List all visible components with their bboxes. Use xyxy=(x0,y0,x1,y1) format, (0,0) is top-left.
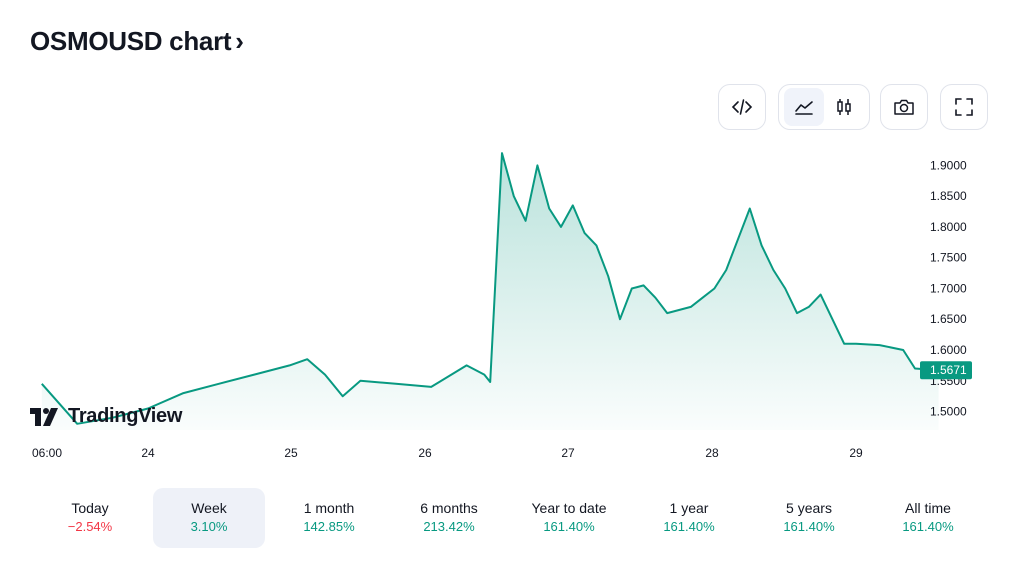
period-label: Week xyxy=(191,500,227,516)
x-tick-label: 06:00 xyxy=(32,446,62,460)
period-label: 1 year xyxy=(669,500,709,516)
x-tick-label: 28 xyxy=(705,446,719,460)
period-label: Today xyxy=(71,500,109,516)
y-tick-label: 1.9000 xyxy=(930,158,967,172)
tradingview-logo-icon xyxy=(30,407,58,426)
y-tick-label: 1.5000 xyxy=(930,405,967,419)
period-change: 213.42% xyxy=(423,519,475,534)
period-today[interactable]: Today −2.54% xyxy=(34,488,146,548)
y-tick-label: 1.6500 xyxy=(930,312,967,326)
chart-title-link[interactable]: OSMOUSD chart › xyxy=(30,26,244,57)
period-1-year[interactable]: 1 year 161.40% xyxy=(633,488,745,548)
period-label: 6 months xyxy=(420,500,478,516)
period-change: 161.40% xyxy=(902,519,954,534)
line-chart-icon[interactable] xyxy=(784,88,824,126)
price-line xyxy=(41,152,939,425)
period-label: Year to date xyxy=(531,500,607,516)
period-change: 142.85% xyxy=(303,519,355,534)
chevron-right-icon: › xyxy=(235,26,244,56)
y-tick-label: 1.8500 xyxy=(930,189,967,203)
price-chart[interactable]: 1.9000 1.8500 1.8000 1.7500 1.7000 1.6500 1.60… xyxy=(0,140,1024,470)
x-tick-label: 24 xyxy=(141,446,155,460)
period-label: 1 month xyxy=(303,500,355,516)
period-change: 3.10% xyxy=(190,519,228,534)
last-price-label: 1.5671 xyxy=(930,363,967,377)
camera-icon[interactable] xyxy=(884,88,924,126)
price-area xyxy=(41,153,939,430)
period-1-month[interactable]: 1 month 142.85% xyxy=(273,488,385,548)
period-all-time[interactable]: All time 161.40% xyxy=(872,488,984,548)
period-change: 161.40% xyxy=(663,519,715,534)
snapshot-group xyxy=(880,84,928,130)
period-label: All time xyxy=(905,500,951,516)
candles-icon[interactable] xyxy=(824,88,864,126)
x-tick-label: 25 xyxy=(284,446,298,460)
period-change: −2.54% xyxy=(67,519,113,534)
tradingview-logo-text: TradingView xyxy=(68,405,183,427)
embed-group xyxy=(718,84,766,130)
period-change: 161.40% xyxy=(543,519,595,534)
y-tick-label: 1.7500 xyxy=(930,251,967,265)
y-tick-label: 1.6000 xyxy=(930,343,967,357)
x-tick-label: 29 xyxy=(849,446,863,460)
page-title: OSMOUSD chart xyxy=(30,26,232,56)
fullscreen-icon[interactable] xyxy=(944,88,984,126)
period-6-months[interactable]: 6 months 213.42% xyxy=(393,488,505,548)
x-tick-label: 27 xyxy=(561,446,575,460)
tradingview-logo[interactable]: TradingView xyxy=(30,405,182,428)
period-week[interactable]: Week 3.10% xyxy=(153,488,265,548)
y-tick-label: 1.8000 xyxy=(930,220,967,234)
fullscreen-group xyxy=(940,84,988,130)
x-tick-label: 26 xyxy=(418,446,432,460)
y-tick-label: 1.7000 xyxy=(930,281,967,295)
period-5-years[interactable]: 5 years 161.40% xyxy=(753,488,865,548)
last-price-tag xyxy=(920,361,972,380)
chart-style-group xyxy=(778,84,870,130)
period-change: 161.40% xyxy=(783,519,835,534)
period-label: 5 years xyxy=(786,500,832,516)
embed-code-icon[interactable] xyxy=(722,88,762,126)
period-year-to-date[interactable]: Year to date 161.40% xyxy=(513,488,625,548)
